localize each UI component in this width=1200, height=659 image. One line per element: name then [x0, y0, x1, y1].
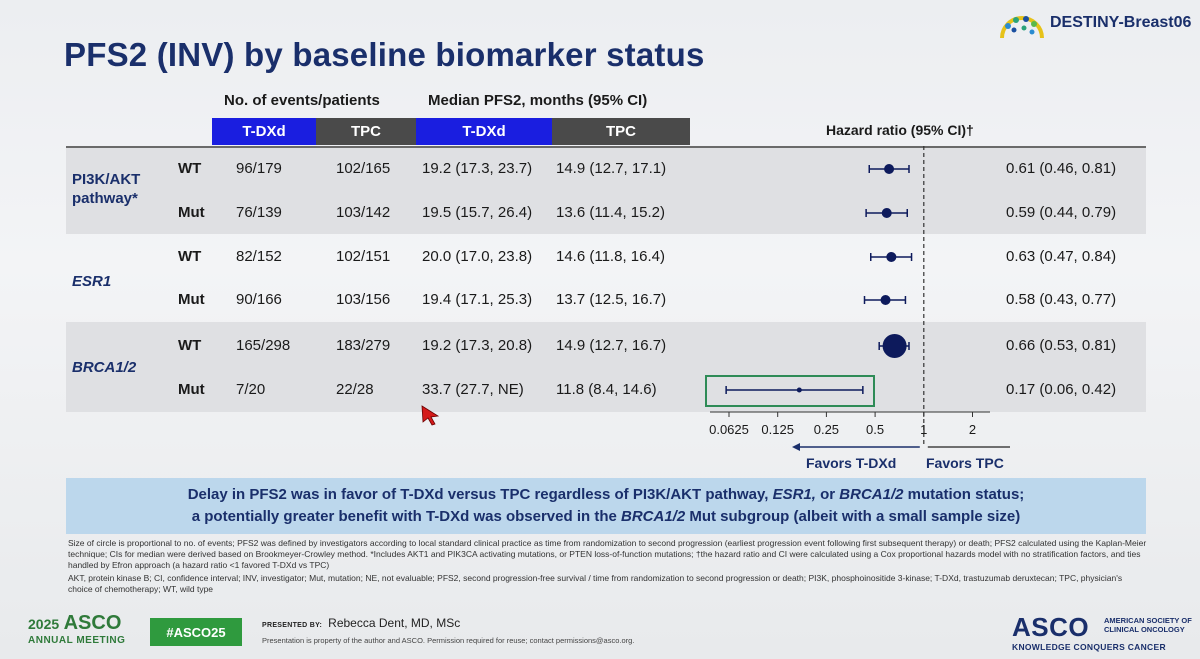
hazard-ratio-value: 0.61 (0.46, 0.81): [1006, 160, 1117, 177]
row-subgroup-label: WT: [178, 337, 202, 354]
row-subgroup-label: Mut: [178, 291, 205, 308]
band-brca: [66, 322, 1146, 412]
tpc-median-cell: 11.8 (8.4, 14.6): [556, 381, 657, 398]
hazard-ratio-value: 0.59 (0.44, 0.79): [1006, 204, 1117, 221]
conclusion-line-1: Delay in PFS2 was in favor of T-DXd vers…: [187, 486, 1025, 503]
tpc-median-cell: 13.6 (11.4, 15.2): [556, 204, 665, 221]
tdxd-median-cell: 19.5 (15.7, 26.4): [422, 204, 533, 221]
tdxd-events-cell: 90/166: [236, 291, 282, 308]
hazard-ratio-point: [881, 208, 892, 218]
forest-plot: 0.0625 0.125 0.25 0.5 1 2: [705, 146, 1010, 451]
conclusion-banner: Delay in PFS2 was in favor of T-DXd vers…: [66, 478, 1146, 534]
hazard-ratio-point: [882, 334, 907, 358]
tpc-events-cell: 102/151: [336, 248, 391, 265]
tpc-events-cell: 103/142: [336, 204, 391, 221]
presenter-credit: PRESENTED BY: Rebecca Dent, MD, MSc: [262, 616, 461, 630]
favors-tdxd-label: Favors T-DXd: [806, 455, 897, 471]
highlight-box: [705, 375, 875, 407]
hazard-ratio-point: [796, 387, 802, 393]
tdxd-events-cell: 165/298: [236, 337, 291, 354]
group-label-esr1: ESR1: [72, 273, 112, 290]
tdxd-events-cell: 96/179: [236, 160, 282, 177]
tdxd-median-cell: 19.2 (17.3, 20.8): [422, 337, 533, 354]
table-top-rule: [66, 146, 1146, 148]
row-subgroup-label: WT: [178, 160, 202, 177]
events-tdxd-header: T-DXd: [212, 118, 316, 145]
tpc-median-cell: 13.7 (12.5, 16.7): [556, 291, 667, 308]
tdxd-median-cell: 19.2 (17.3, 23.7): [422, 160, 533, 177]
tdxd-events-cell: 7/20: [236, 381, 266, 398]
group-label-brca: BRCA1/2: [72, 359, 137, 376]
hazard-ratio-value: 0.58 (0.43, 0.77): [1006, 291, 1117, 308]
band-pi3k: [66, 148, 1146, 234]
trial-logo-text: DESTINY-Breast06: [1050, 14, 1192, 31]
hazard-ratio-point: [884, 164, 895, 174]
hazard-ratio-point: [886, 252, 897, 262]
tpc-events-cell: 22/28: [336, 381, 374, 398]
tpc-median-cell: 14.9 (12.7, 16.7): [556, 337, 667, 354]
median-tpc-header: TPC: [552, 118, 690, 145]
x-tick-label: 0.25: [814, 422, 839, 437]
tpc-median-cell: 14.6 (11.8, 16.4): [556, 248, 665, 265]
footnote-abbreviations: AKT, protein kinase B; CI, confidence in…: [68, 573, 1123, 594]
hazard-ratio-value: 0.63 (0.47, 0.84): [1006, 248, 1117, 265]
tpc-events-cell: 102/165: [336, 160, 391, 177]
hazard-ratio-point: [880, 295, 891, 305]
hashtag-badge: #ASCO25: [150, 618, 242, 646]
row-subgroup-label: WT: [178, 248, 202, 265]
hazard-ratio-value: 0.17 (0.06, 0.42): [1006, 381, 1117, 398]
tdxd-median-cell: 20.0 (17.0, 23.8): [422, 248, 533, 265]
hazard-ratio-header: Hazard ratio (95% CI)†: [826, 122, 974, 138]
asco-society-logo: ASCO AMERICAN SOCIETY OF CLINICAL ONCOLO…: [1012, 612, 1192, 652]
group-label-pi3k: PI3K/AKT pathway*: [72, 171, 141, 207]
slide-title: PFS2 (INV) by baseline biomarker status: [64, 36, 705, 73]
tdxd-events-cell: 82/152: [236, 248, 282, 265]
footnote-definitions: Size of circle is proportional to no. of…: [68, 538, 1147, 570]
favors-tpc-label: Favors TPC: [926, 455, 1004, 471]
tpc-median-cell: 14.9 (12.7, 17.1): [556, 160, 667, 177]
row-subgroup-label: Mut: [178, 381, 205, 398]
hazard-ratio-value: 0.66 (0.53, 0.81): [1006, 337, 1117, 354]
tdxd-median-cell: 33.7 (27.7, NE): [422, 381, 524, 398]
x-tick-label: 0.5: [866, 422, 884, 437]
events-tpc-header: TPC: [316, 118, 416, 145]
conclusion-line-2: a potentially greater benefit with T-DXd…: [191, 508, 1021, 525]
events-group-header: No. of events/patients: [224, 92, 380, 109]
x-tick-label: 0.0625: [709, 422, 749, 437]
tpc-events-cell: 103/156: [336, 291, 391, 308]
x-tick-label: 2: [969, 422, 976, 437]
tpc-events-cell: 183/279: [336, 337, 391, 354]
pointer-cursor-icon: [421, 405, 440, 426]
row-subgroup-label: Mut: [178, 204, 205, 221]
favors-left-arrowhead: [792, 443, 800, 451]
tdxd-events-cell: 76/139: [236, 204, 282, 221]
x-tick-label: 0.125: [761, 422, 794, 437]
x-tick-label: 1: [920, 422, 927, 437]
destiny-logo-icon: [1000, 16, 1044, 39]
median-tdxd-header: T-DXd: [416, 118, 552, 145]
median-group-header: Median PFS2, months (95% CI): [428, 92, 648, 109]
asco-annual-meeting-logo: 2025 ASCO ANNUAL MEETING: [28, 612, 126, 646]
copyright-notice: Presentation is property of the author a…: [262, 636, 635, 645]
tdxd-median-cell: 19.4 (17.1, 25.3): [422, 291, 533, 308]
